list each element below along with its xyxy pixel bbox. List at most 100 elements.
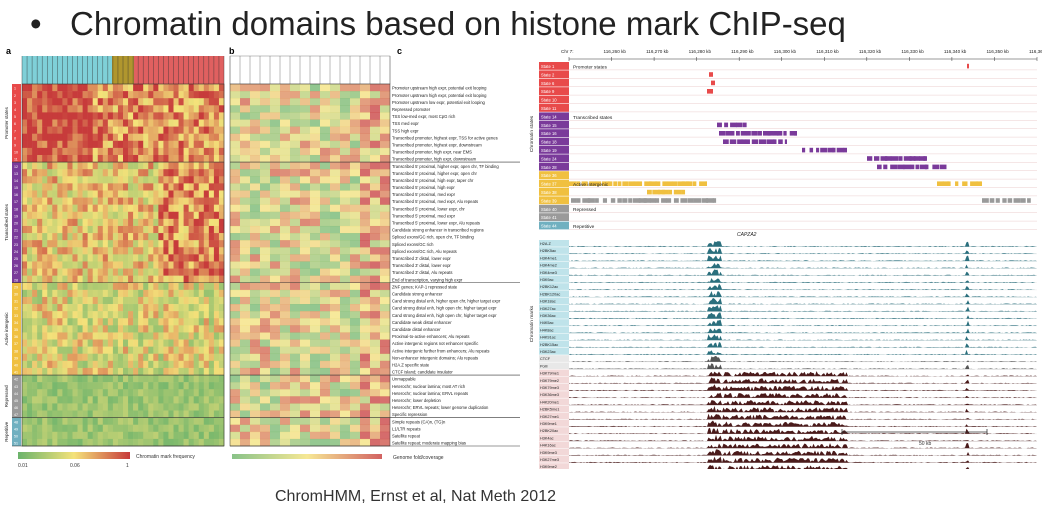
state-number: 22 [14, 236, 18, 240]
mark-label: H3K18ac [540, 300, 556, 304]
mark-label: H3K23ac [540, 350, 556, 354]
mark-label: H3K4me1 [540, 256, 557, 260]
state-label: State 44 [541, 224, 557, 229]
state-number: 4 [14, 108, 16, 112]
mark-label: H3K27me3 [540, 458, 559, 462]
mark-label: H2BK12ac [540, 285, 558, 289]
mark-label: H3K79me2 [540, 379, 559, 383]
state-description: Transcribed 3' distal, lower expr [392, 256, 451, 261]
state-description: Active intergenic regions not enhancer s… [392, 341, 478, 346]
state-number: 46 [14, 406, 18, 410]
state-label: State 39 [541, 198, 557, 203]
state-description: Transcribed 5' proximal, lower expr, Alu… [392, 221, 480, 226]
state-number: 31 [14, 300, 18, 304]
state-number: 25 [14, 257, 18, 261]
state-label: State 24 [541, 156, 557, 161]
mark-label: H3K4ac [540, 436, 554, 440]
state-number: 9 [14, 143, 16, 147]
state-description: Non-enhancer intergenic domains; Alu rep… [392, 355, 478, 360]
group-label: Transcribed states [4, 203, 9, 241]
slide-title: • Chromatin domains based on histone mark… [30, 2, 1030, 46]
state-number: 2 [14, 94, 16, 98]
state-number: 23 [14, 243, 18, 247]
scale-tick-mid: 0.06 [70, 463, 80, 469]
state-number: 41 [14, 371, 18, 375]
mark-label: H3K4me2 [540, 264, 557, 268]
scale-tick-max: 1 [126, 463, 129, 469]
state-label-box [539, 154, 569, 163]
mark-label: H3K9me1 [540, 422, 557, 426]
state-description: Transcribed 5' proximal, higher expr, op… [392, 164, 499, 169]
axis-tick-label: 116,280 kb [689, 49, 712, 54]
state-label-box [539, 70, 569, 79]
state-description: TSS high expr [392, 128, 419, 133]
mark-label: H2BK5me1 [540, 408, 559, 412]
state-description: Cand strong distal enh, higher open chr,… [392, 299, 501, 304]
mark-label: H3K79me1 [540, 372, 559, 376]
side-label: Chromatin marks [529, 305, 535, 342]
state-description: Candidate strong enhancer in transcribed… [392, 228, 484, 233]
state-label-box [539, 171, 569, 179]
state-number: 13 [14, 172, 18, 176]
state-label-box [539, 62, 569, 70]
group-bar-segment [12, 84, 21, 163]
state-number: 35 [14, 328, 18, 332]
panel-a-column-headers [21, 56, 225, 84]
state-description: Candidate strong enhancer [392, 292, 443, 297]
state-description: Transcribed 5' proximal, higher expr, op… [392, 171, 478, 176]
state-description: Transcribed 5' proximal, med expr, Alu r… [392, 199, 478, 204]
state-description: Promoter upstream low expr, potential ex… [392, 100, 486, 105]
state-label-box [539, 221, 569, 230]
axis-tick-label: 116,340 kb [944, 49, 967, 54]
state-label: State 10 [541, 98, 557, 103]
state-number: 30 [14, 293, 18, 297]
axis-tick-label: Chr 7: [561, 49, 574, 54]
state-description: Transcribed promoter, highest expr, down… [392, 142, 482, 147]
axis-tick-label: 116,330 kb [901, 49, 924, 54]
state-descriptions: Promoter upstream high expr, potential e… [392, 86, 501, 446]
state-label-box [539, 95, 569, 104]
state-number: 7 [14, 129, 16, 133]
group-bar-segment [12, 162, 21, 283]
state-number: 8 [14, 136, 16, 140]
axis-tick-label: 116,260 kb [604, 49, 627, 54]
state-label-box [539, 87, 569, 95]
state-description: Transcribed 5' proximal, high expr, tape… [392, 178, 474, 183]
state-group-label: Transcribed states [573, 115, 613, 121]
state-number: 14 [14, 179, 18, 183]
state-label-box [539, 112, 569, 121]
state-label: State 2 [541, 72, 555, 77]
state-label: State 37 [541, 182, 557, 187]
state-description: ZNF genes; KAP-1 repressed state [392, 284, 458, 289]
state-label: State 41 [541, 215, 557, 220]
state-label-box [539, 204, 569, 213]
state-description: Transcribed 5' proximal, high expr [392, 185, 455, 190]
state-label-box [539, 137, 569, 146]
mark-label: H3K79me3 [540, 386, 559, 390]
state-number: 45 [14, 399, 18, 403]
group-bar-segment [12, 375, 21, 418]
state-number: 43 [14, 385, 18, 389]
panel-b-column-headers [229, 55, 391, 85]
mark-label: H3K9me3 [540, 451, 557, 455]
mark-label: H4K5ac [540, 321, 554, 325]
state-number: 38 [14, 349, 18, 353]
mark-label: H4K16ac [540, 444, 556, 448]
chromatin-state-tracks: State 1 State 2 State 6 State 9 State 10 Stat… [539, 62, 1037, 238]
group-bar-segment [12, 282, 21, 376]
state-label-box [539, 179, 569, 188]
mark-label: PolII [540, 364, 548, 368]
panel-a-heatmap [12, 83, 225, 447]
state-label: State 28 [541, 165, 557, 170]
state-number: 3 [14, 101, 16, 105]
scale-tick-min: 0.01 [18, 463, 28, 469]
state-label-box [539, 188, 569, 196]
state-number: 10 [14, 151, 18, 155]
state-number: 18 [14, 207, 18, 211]
state-label: State 18 [541, 140, 557, 145]
state-label-box [539, 146, 569, 154]
axis-tick-label: 116,310 kb [816, 49, 839, 54]
state-description: Transcribed promoter, high expr, near EM… [392, 150, 472, 155]
state-description: Heterochr; nuclear lamina; most AT rich [392, 384, 466, 389]
group-label: Promoter states [4, 106, 9, 139]
